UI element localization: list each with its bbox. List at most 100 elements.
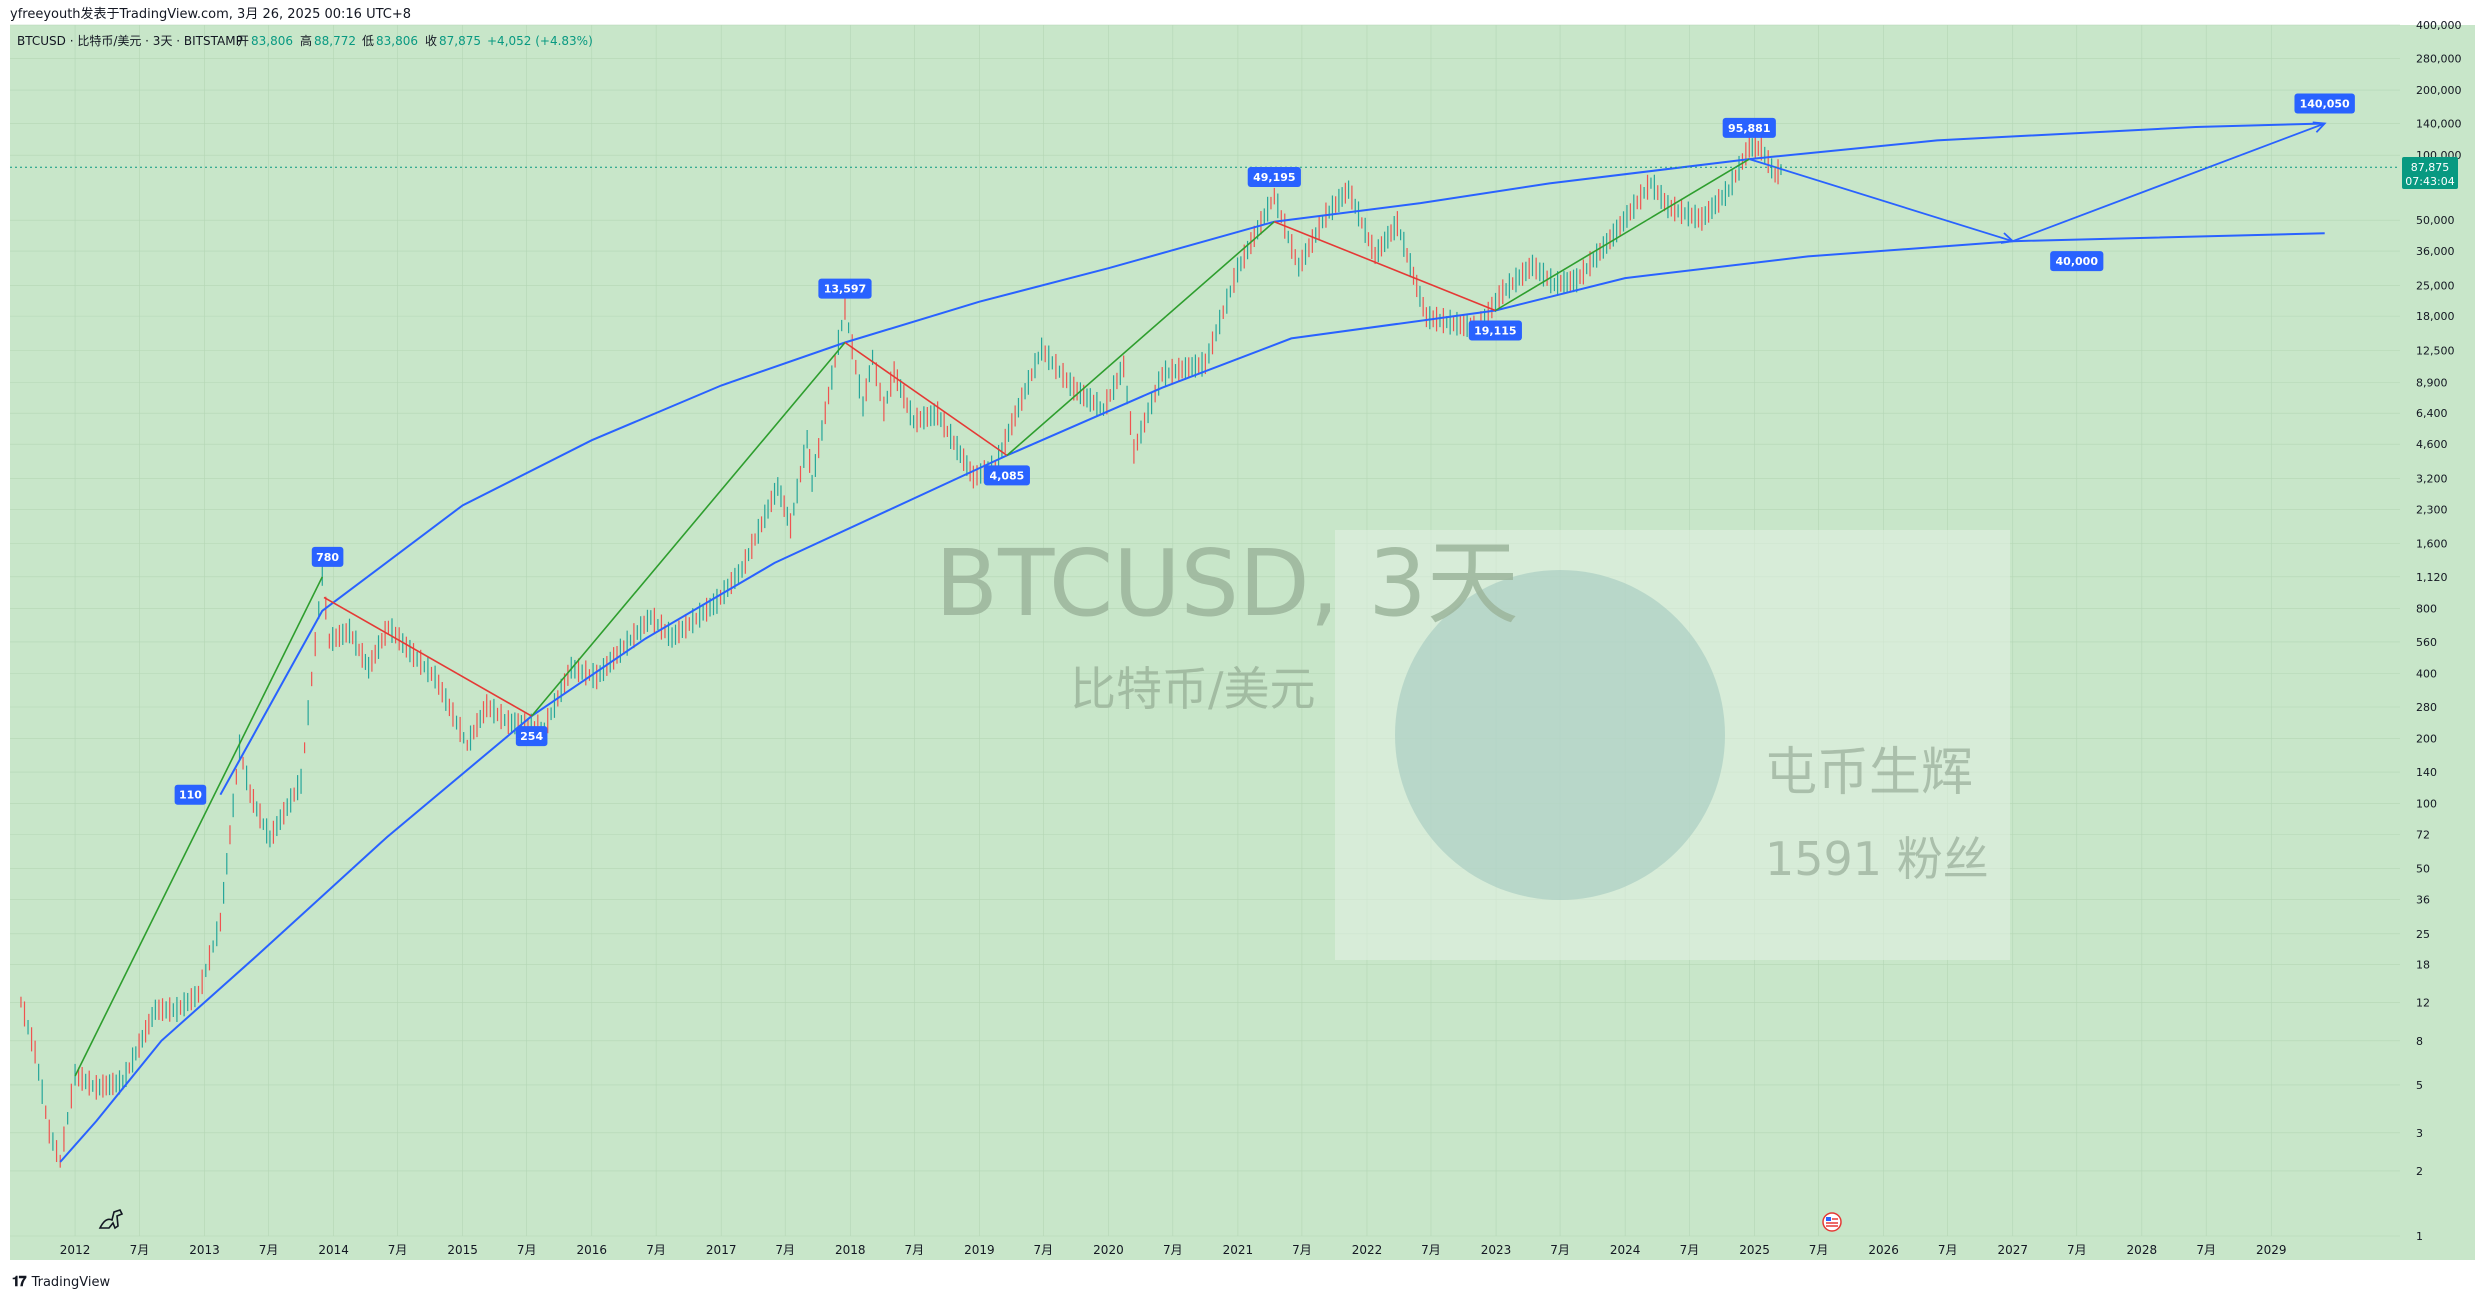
time-tick-label: 2022 bbox=[1352, 1243, 1383, 1257]
watermark-channel-name: 屯币生辉 bbox=[1765, 743, 1973, 803]
price-tick-label: 400 bbox=[2416, 668, 2437, 681]
time-tick-label: 7月 bbox=[646, 1243, 666, 1257]
time-tick-label: 2021 bbox=[1223, 1243, 1254, 1257]
price-badge-countdown: 07:43:04 bbox=[2405, 175, 2454, 188]
price-tick-label: 18,000 bbox=[2416, 310, 2455, 323]
time-tick-label: 7月 bbox=[517, 1243, 537, 1257]
uptrend-line bbox=[1494, 158, 1750, 312]
us-flag-icon[interactable] bbox=[1822, 1212, 1842, 1232]
ohlc-open-label: 开 bbox=[237, 34, 249, 48]
chart-marks: 110 780 254 13,597 4,085 49,195 19,115 95,881 14… bbox=[10, 93, 2400, 1168]
price-axis[interactable]: 400,000280,000200,000140,000100,00050,00… bbox=[2416, 19, 2462, 1243]
time-tick-label: 7月 bbox=[2196, 1243, 2216, 1257]
callout-label: 254 bbox=[515, 726, 548, 747]
price-tick-label: 18 bbox=[2416, 959, 2430, 972]
price-tick-label: 4,600 bbox=[2416, 438, 2448, 451]
time-tick-label: 2015 bbox=[447, 1243, 478, 1257]
time-tick-label: 2020 bbox=[1093, 1243, 1124, 1257]
callout-text: 4,085 bbox=[990, 469, 1025, 482]
ohlc-open: 83,806 bbox=[251, 34, 293, 48]
callout-box bbox=[1468, 320, 1522, 341]
price-tick-label: 400,000 bbox=[2416, 19, 2462, 32]
tradingview-logo[interactable]: 𝟏𝟕 TradingView bbox=[12, 1274, 110, 1290]
price-axis-background[interactable] bbox=[2410, 25, 2475, 1260]
callout-label: 13,597 bbox=[818, 278, 872, 299]
projection-arrow-down bbox=[2000, 232, 2015, 244]
time-tick-label: 7月 bbox=[904, 1243, 924, 1257]
time-tick-label: 7月 bbox=[1292, 1243, 1312, 1257]
price-tick-label: 3 bbox=[2416, 1127, 2423, 1140]
tradingview-brand: TradingView bbox=[31, 1274, 111, 1290]
time-tick-label: 2025 bbox=[1739, 1243, 1770, 1257]
current-price-badge: 87,875 07:43:04 bbox=[2402, 157, 2458, 189]
watermark-symbol: BTCUSD, 3天 bbox=[935, 530, 1519, 637]
time-tick-label: 2017 bbox=[706, 1243, 737, 1257]
price-tick-label: 140 bbox=[2416, 766, 2437, 779]
channel-lower-line bbox=[59, 232, 2325, 1163]
tradingview-logo-icon: 𝟏𝟕 bbox=[12, 1274, 27, 1290]
price-tick-label: 50,000 bbox=[2416, 214, 2455, 227]
callout-box bbox=[818, 278, 872, 299]
price-tick-label: 8,900 bbox=[2416, 376, 2448, 389]
price-tick-label: 3,200 bbox=[2416, 472, 2448, 485]
ohlc-low-label: 低 bbox=[362, 34, 374, 48]
price-tick-label: 200 bbox=[2416, 733, 2437, 746]
callout-label: 780 bbox=[311, 546, 344, 567]
time-tick-label: 7月 bbox=[2067, 1243, 2087, 1257]
price-tick-label: 72 bbox=[2416, 828, 2430, 841]
price-tick-label: 1,120 bbox=[2416, 571, 2448, 584]
downtrend-line bbox=[1274, 220, 1496, 312]
price-tick-label: 12 bbox=[2416, 997, 2430, 1010]
callout-text: 49,195 bbox=[1253, 171, 1295, 184]
plot-background bbox=[10, 25, 2410, 1260]
ohlc-high: 88,772 bbox=[314, 34, 356, 48]
symbol-line: BTCUSD · 比特币/美元 · 3天 · BITSTAMP bbox=[17, 33, 243, 48]
time-tick-label: 7月 bbox=[388, 1243, 408, 1257]
price-tick-label: 140,000 bbox=[2416, 118, 2462, 131]
uptrend-line bbox=[74, 576, 324, 1077]
watermark-description: 比特币/美元 bbox=[1070, 662, 1316, 716]
time-tick-label: 2028 bbox=[2127, 1243, 2158, 1257]
projection-arrow-up bbox=[2312, 121, 2327, 133]
time-axis-background[interactable] bbox=[10, 1236, 2410, 1260]
callout-box bbox=[311, 546, 344, 567]
uptrend-line bbox=[1006, 221, 1275, 457]
callout-label: 19,115 bbox=[1468, 320, 1522, 341]
price-tick-label: 280 bbox=[2416, 701, 2437, 714]
price-tick-label: 2 bbox=[2416, 1165, 2423, 1178]
time-tick-label: 7月 bbox=[1809, 1243, 1829, 1257]
price-tick-label: 36 bbox=[2416, 894, 2430, 907]
callout-box bbox=[1247, 167, 1301, 188]
callout-box bbox=[2050, 251, 2104, 272]
symbol-legend: BTCUSD · 比特币/美元 · 3天 · BITSTAMP 开 83,806… bbox=[17, 33, 593, 48]
ohlc-change: +4,052 (+4.83%) bbox=[487, 34, 593, 48]
price-tick-label: 1,600 bbox=[2416, 537, 2448, 550]
time-tick-label: 2027 bbox=[1997, 1243, 2028, 1257]
watermark-followers: 1591 粉丝 bbox=[1765, 832, 1989, 886]
callout-label: 49,195 bbox=[1247, 167, 1301, 188]
callout-label: 140,050 bbox=[2294, 93, 2355, 114]
time-tick-label: 2016 bbox=[576, 1243, 607, 1257]
time-tick-label: 7月 bbox=[775, 1243, 795, 1257]
time-axis[interactable]: 2012 7月 2013 7月 2014 7月 2015 7月 2016 7月 2017 7月 2018… bbox=[60, 1243, 2287, 1257]
uptrend-line bbox=[530, 341, 846, 717]
time-tick-label: 2023 bbox=[1481, 1243, 1512, 1257]
publish-line: yfreeyouth发表于TradingView.com, 3月 26, 202… bbox=[10, 7, 412, 22]
deer-logo-icon bbox=[1395, 570, 1725, 900]
time-tick-label: 7月 bbox=[1163, 1243, 1183, 1257]
price-tick-label: 6,400 bbox=[2416, 407, 2448, 420]
price-tick-label: 25 bbox=[2416, 928, 2430, 941]
callout-text: 40,000 bbox=[2056, 255, 2099, 268]
time-tick-label: 2012 bbox=[60, 1243, 91, 1257]
channel-upper-line bbox=[219, 122, 2325, 796]
dinosaur-icon[interactable] bbox=[98, 1209, 124, 1230]
time-tick-label: 7月 bbox=[259, 1243, 279, 1257]
downtrend-line bbox=[323, 596, 532, 717]
price-tick-label: 36,000 bbox=[2416, 245, 2455, 258]
price-badge-price: 87,875 bbox=[2411, 161, 2450, 174]
callout-label: 95,881 bbox=[1722, 117, 1776, 138]
callout-label: 4,085 bbox=[983, 465, 1030, 486]
callout-box bbox=[174, 784, 207, 805]
callout-box bbox=[983, 465, 1030, 486]
callout-text: 110 bbox=[179, 789, 202, 802]
